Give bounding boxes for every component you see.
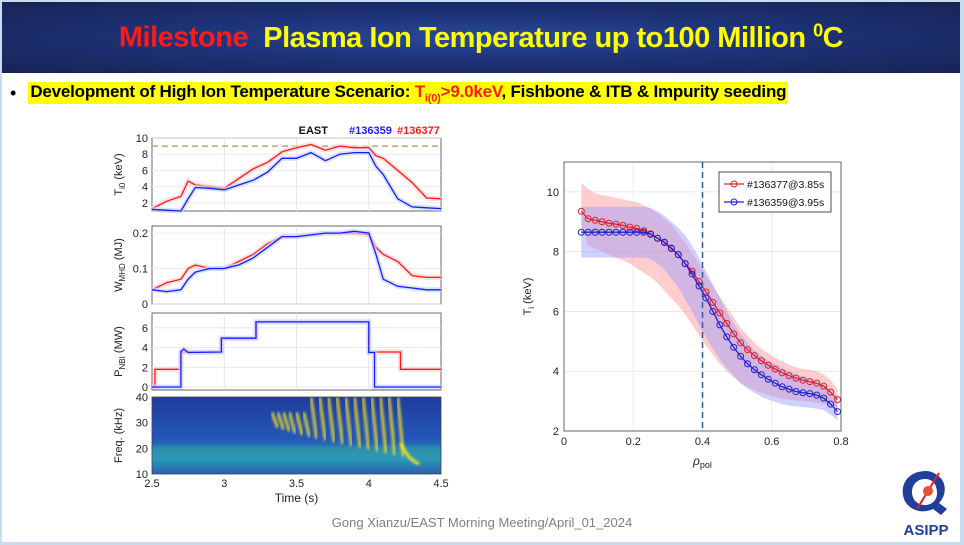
hl-rest: >9.0keV — [440, 82, 502, 101]
title-unit: C — [822, 21, 844, 54]
footer-text: Gong Xianzu/EAST Morning Meeting/April_0… — [331, 515, 633, 530]
bullet-item: • Development of High Ion Temperature Sc… — [10, 82, 789, 105]
hl-sub: i(0) — [424, 92, 441, 105]
logo-emblem-icon — [902, 471, 947, 515]
title-main: Plasma Ion Temperature up to100 Million … — [263, 20, 844, 54]
title-text: Plasma Ion Temperature up to100 Million — [263, 21, 814, 54]
bullet-dot-icon: • — [10, 82, 17, 103]
title-prefix: Milestone — [118, 21, 249, 54]
bullet-highlight: Ti(0)>9.0keV — [414, 82, 502, 105]
hl-t: T — [414, 82, 425, 101]
slide-title: Milestone Plasma Ion Temperature up to10… — [118, 20, 844, 55]
asipp-logo: ASIPP — [895, 465, 957, 540]
logo-text: ASIPP — [903, 522, 948, 539]
title-banner: Milestone Plasma Ion Temperature up to10… — [2, 2, 960, 73]
bullet-text-before: Development of High Ion Temperature Scen… — [30, 82, 415, 101]
bullet-text-after: , Fishbone & ITB & Impurity seeding — [501, 82, 787, 101]
bullet-text: Development of High Ion Temperature Scen… — [28, 82, 789, 105]
degree-sup: 0 — [813, 20, 823, 41]
